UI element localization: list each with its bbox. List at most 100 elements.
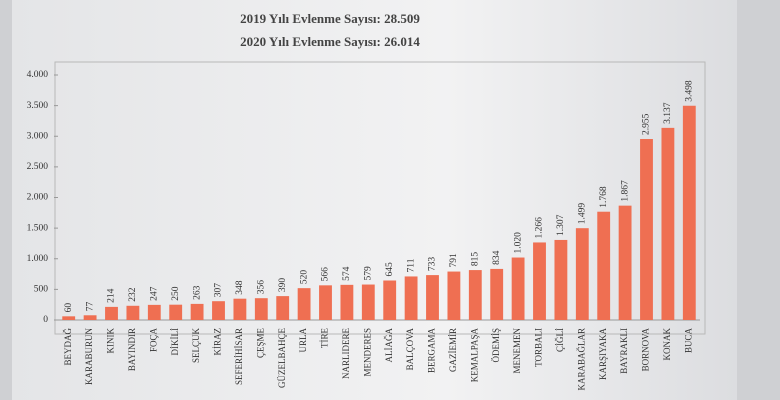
x-tick-label: NARLIDERE xyxy=(341,328,351,379)
value-label: 815 xyxy=(470,252,480,267)
bar xyxy=(575,228,589,320)
x-tick-label: KARABAĞLAR xyxy=(576,328,586,391)
value-label: 1.266 xyxy=(535,217,545,239)
bar xyxy=(490,268,504,320)
value-label: 307 xyxy=(214,283,224,298)
value-label: 733 xyxy=(428,257,438,272)
x-tick-label: TİRE xyxy=(320,328,330,348)
value-label: 645 xyxy=(385,262,395,277)
bar xyxy=(254,298,268,320)
bar xyxy=(62,316,76,320)
x-tick-label: SEFERİHİSAR xyxy=(234,328,244,385)
value-label: 214 xyxy=(107,288,117,303)
bar xyxy=(83,315,97,320)
y-tick-label: 2.000 xyxy=(27,193,49,203)
x-tick-label: ÖDEMİŞ xyxy=(491,328,501,363)
bar xyxy=(597,211,611,320)
bar xyxy=(682,105,696,320)
x-tick-label: GAZİEMİR xyxy=(448,328,458,372)
bar xyxy=(640,139,653,320)
bar xyxy=(297,288,311,320)
value-label: 3.498 xyxy=(684,80,694,102)
x-tick-label: SELÇUK xyxy=(191,328,201,364)
value-label: 711 xyxy=(406,258,416,272)
value-label: 566 xyxy=(321,267,331,282)
y-tick-label: 1.000 xyxy=(27,254,49,264)
bar xyxy=(468,270,482,320)
value-label: 356 xyxy=(256,280,266,295)
value-label: 250 xyxy=(171,286,181,301)
x-tick-label: KARŞIYAKA xyxy=(598,328,608,381)
x-tick-label: BALÇOVA xyxy=(405,328,415,371)
bar xyxy=(126,305,140,320)
bar xyxy=(276,296,290,320)
bar xyxy=(426,275,439,320)
bar xyxy=(618,205,632,320)
y-tick-label: 0 xyxy=(43,315,48,325)
bar xyxy=(511,257,525,320)
x-tick-label: BAYINDIR xyxy=(127,328,137,371)
value-label: 579 xyxy=(363,266,373,281)
bar xyxy=(169,304,183,320)
value-label: 263 xyxy=(192,285,202,300)
bar xyxy=(340,284,354,320)
value-label: 520 xyxy=(299,270,309,285)
value-label: 60 xyxy=(64,303,74,313)
value-label: 3.137 xyxy=(663,102,673,124)
value-label: 1.020 xyxy=(513,232,523,254)
x-tick-label: ÇİĞLİ xyxy=(555,328,565,352)
y-tick-label: 4.000 xyxy=(27,70,49,80)
value-label: 232 xyxy=(128,287,138,302)
value-label: 2.955 xyxy=(642,113,652,135)
bar xyxy=(233,298,247,320)
bar xyxy=(190,303,204,320)
value-label: 1.768 xyxy=(599,186,609,208)
bar xyxy=(105,306,118,320)
x-tick-label: TORBALI xyxy=(534,328,544,367)
x-tick-label: KEMALPAŞA xyxy=(469,328,479,383)
bar xyxy=(383,280,397,320)
bar xyxy=(533,242,546,320)
x-tick-label: MENDERES xyxy=(362,328,372,377)
x-tick-label: FOÇA xyxy=(148,328,158,353)
y-tick-label: 1.500 xyxy=(27,223,49,233)
value-label: 247 xyxy=(149,286,159,301)
value-label: 1.499 xyxy=(577,203,587,225)
bar xyxy=(319,285,332,320)
x-tick-label: MENEMEN xyxy=(512,328,522,374)
value-label: 574 xyxy=(342,266,352,281)
x-tick-label: URLA xyxy=(298,328,308,353)
x-tick-label: KINIK xyxy=(106,328,116,354)
slide xyxy=(12,0,737,400)
bar xyxy=(361,284,375,320)
bar xyxy=(212,301,225,320)
value-label: 348 xyxy=(235,280,245,295)
value-label: 390 xyxy=(278,278,288,293)
x-tick-label: DİKİLİ xyxy=(170,328,180,356)
chart-subtitle: 2020 Yılı Evlenme Sayısı: 26.014 xyxy=(240,34,420,49)
value-label: 791 xyxy=(449,253,459,268)
chart-title: 2019 Yılı Evlenme Sayısı: 28.509 xyxy=(240,11,420,26)
value-label: 1.307 xyxy=(556,214,566,236)
bar xyxy=(404,276,418,320)
bar xyxy=(554,239,568,320)
y-tick-label: 2.500 xyxy=(27,162,49,172)
value-label: 1.867 xyxy=(620,180,630,202)
x-tick-label: BUCA xyxy=(683,328,693,354)
value-label: 77 xyxy=(85,302,95,312)
x-tick-label: KİRAZ xyxy=(213,328,223,356)
x-tick-label: BEYDAĞ xyxy=(63,328,73,366)
x-tick-label: BAYRAKLI xyxy=(619,328,629,374)
bar xyxy=(661,127,675,320)
x-tick-label: GÜZELBAHÇE xyxy=(277,328,287,388)
bar xyxy=(147,304,161,320)
bar xyxy=(447,271,461,320)
value-label: 834 xyxy=(492,250,502,265)
y-tick-label: 3.000 xyxy=(27,131,49,141)
x-tick-label: BERGAMA xyxy=(427,328,437,374)
x-tick-label: ÇEŞME xyxy=(255,328,265,359)
y-tick-label: 500 xyxy=(34,285,49,295)
x-tick-label: KONAK xyxy=(662,328,672,361)
x-tick-label: BORNOVA xyxy=(641,328,651,372)
